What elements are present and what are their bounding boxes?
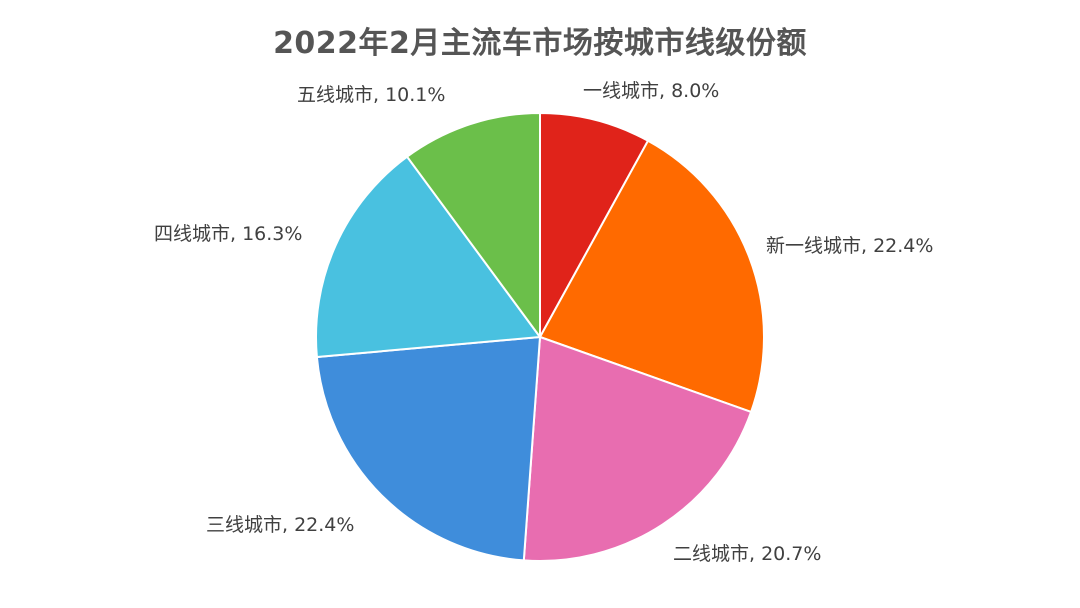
pie-slice-tier3 [315,335,542,562]
pie-slice-tier2 [522,335,753,562]
pie-slice-new-tier1 [538,139,765,414]
data-label-tier2: 二线城市, 20.7% [673,543,821,565]
pie-slice-tier1 [539,111,650,338]
pie-slice-tier4 [315,155,542,359]
pie-data-labels: 一线城市, 8.0% 新一线城市, 22.4% 二线城市, 20.7% 三线城市, 2… [154,80,933,565]
data-label-tier3: 三线城市, 22.4% [206,514,354,536]
data-label-tier5: 五线城市, 10.1% [297,84,445,106]
chart-title: 2022年2月主流车市场按城市线级份额 [273,26,807,61]
pie-slices [315,111,765,562]
data-label-new-tier1: 新一线城市, 22.4% [766,235,933,257]
data-label-tier4: 四线城市, 16.3% [154,223,302,245]
data-label-tier1: 一线城市, 8.0% [583,80,719,102]
pie-slice-tier5 [405,111,541,341]
